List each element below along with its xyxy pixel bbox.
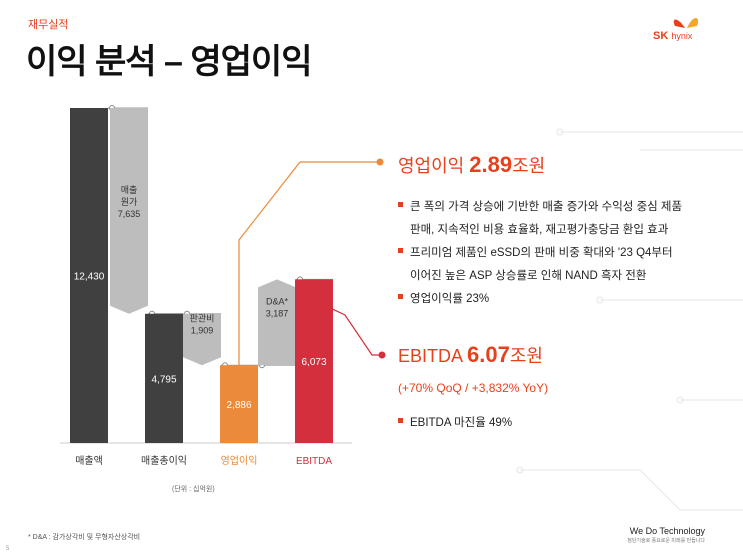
- bar-0: [70, 108, 108, 443]
- bar-caption: 판관비: [190, 313, 215, 323]
- list-item-cont: 이어진 높은 ASP 상승률로 인해 NAND 흑자 전환: [410, 270, 647, 282]
- data-label: 2,886: [226, 400, 251, 411]
- ebitda-unit: 조원: [509, 346, 543, 366]
- data-label: 7,635: [118, 209, 141, 219]
- data-label: 6,073: [301, 357, 326, 368]
- bar-3: [183, 313, 221, 366]
- butterfly-icon: [673, 18, 699, 28]
- list-item: EBITDA 마진율 49%: [398, 412, 512, 435]
- bullet-square-icon: [398, 202, 403, 208]
- data-label: 1,909: [191, 325, 214, 335]
- ebitda-bullet-list: EBITDA 마진율 49%: [398, 412, 512, 435]
- x-tick-label: EBITDA: [296, 456, 332, 467]
- list-item: 프리미엄 제품인 eSSD의 판매 비중 확대와 '23 Q4부터: [398, 242, 728, 265]
- bar-caption: 원가: [121, 197, 138, 207]
- bar-5: [258, 279, 296, 366]
- ebitda-growth: (+70% QoQ / +3,832% YoY): [398, 381, 549, 395]
- page-title: 이익 분석 – 영업이익: [26, 43, 312, 81]
- x-tick-label: 영업이익: [221, 454, 258, 467]
- op-income-value: 2.89: [469, 152, 513, 177]
- data-label: 12,430: [74, 272, 105, 283]
- bar-2: [145, 313, 183, 443]
- bullet-square-icon: [398, 248, 403, 254]
- ebitda-value: 6.07: [467, 342, 510, 367]
- tagline-sub: 첨단기술로 풍요로운 미래를 만듭니다: [627, 538, 705, 544]
- bar-6: [295, 279, 333, 443]
- x-tick-label: 매출총이익: [141, 455, 187, 467]
- section-label: 재무실적: [28, 19, 69, 31]
- bar-caption: 매출: [121, 185, 138, 195]
- op-income-unit: 조원: [512, 156, 546, 176]
- tagline-text: We Do Technology: [629, 526, 705, 536]
- data-label: 4,795: [151, 374, 176, 385]
- tagline: We Do Technology 첨단기술로 풍요로운 미래를 만듭니다: [627, 526, 705, 544]
- bar-caption: D&A*: [266, 296, 289, 306]
- op-leader-line: [238, 161, 378, 366]
- page-number: 5: [6, 546, 10, 552]
- unit-label: (단위 : 십억원): [172, 486, 215, 493]
- bullet-square-icon: [398, 294, 403, 300]
- footnote: * D&A : 감가상각비 및 무형자산상각비: [28, 534, 141, 541]
- data-label: 3,187: [266, 308, 289, 318]
- list-item: 영업이익률 23%: [398, 288, 728, 311]
- bullet-square-icon: [398, 418, 403, 424]
- op-income-label: 영업이익: [398, 156, 465, 176]
- bar-4: [220, 365, 258, 443]
- ebitda-leader-line: [332, 308, 380, 356]
- sk-hynix-logo: SK hynix: [653, 12, 713, 52]
- x-tick-label: 매출액: [75, 455, 103, 467]
- op-income-heading: 영업이익 2.89조원: [398, 152, 545, 178]
- bar-1: [110, 108, 148, 314]
- op-bullet-list: 큰 폭의 가격 상승에 기반한 매출 증가와 수익성 중심 제품 판매, 지속적…: [398, 196, 728, 311]
- list-item-cont: 판매, 지속적인 비용 효율화, 재고평가충당금 환입 효과: [410, 224, 669, 236]
- ebitda-leader-dot: [378, 351, 386, 359]
- ebitda-label: EBITDA: [398, 346, 463, 366]
- op-leader-dot: [376, 158, 384, 166]
- list-item: 큰 폭의 가격 상승에 기반한 매출 증가와 수익성 중심 제품: [398, 196, 728, 219]
- ebitda-heading: EBITDA 6.07조원: [398, 342, 543, 368]
